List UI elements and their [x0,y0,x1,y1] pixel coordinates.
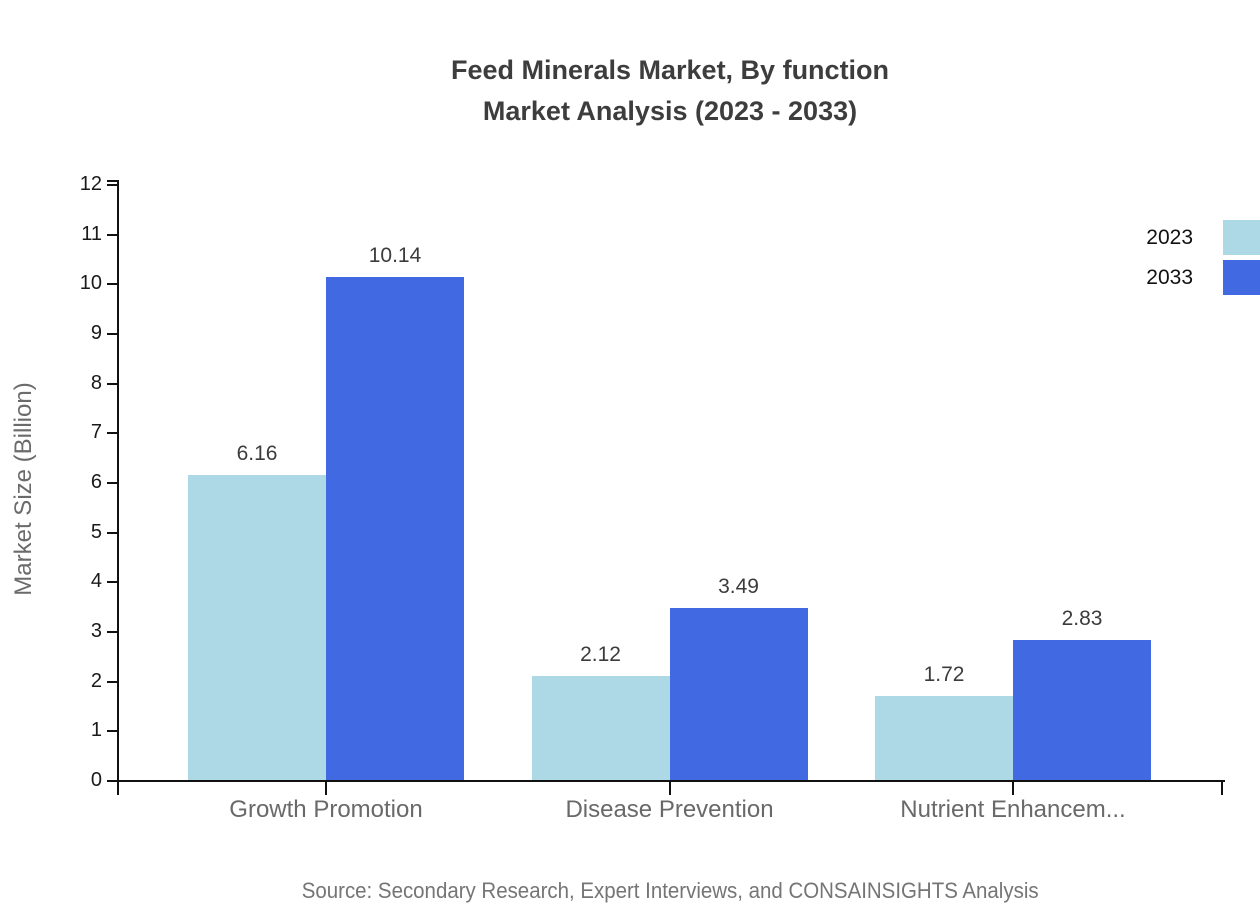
x-category-label-2: Nutrient Enhancem... [900,796,1126,823]
y-tick-3 [107,631,117,633]
y-tick-label-5: 5 [90,520,102,543]
y-tick-12 [107,184,117,186]
legend-item-2023: 2023 [1146,220,1260,255]
y-tick-11 [107,233,117,236]
value-label-2023-0: 6.16 [236,442,278,466]
y-tick-label-12: 12 [79,173,102,195]
x-tick-4 [1221,781,1223,795]
value-label-2023-1: 2.12 [580,642,621,666]
x-tick-1 [325,781,327,795]
y-tick-7 [107,432,117,435]
y-tick-5 [107,531,117,534]
legend-label-2023: 2023 [1146,225,1193,249]
x-tick-2 [668,781,671,795]
legend-item-2033: 2033 [1146,260,1260,295]
x-tick-3 [1012,781,1014,795]
legend-label-2033: 2033 [1146,265,1193,289]
y-tick-label-10: 10 [79,272,102,295]
y-axis-end-cap [107,180,117,182]
legend-swatch-2033 [1223,260,1260,295]
y-tick-label-8: 8 [90,371,102,394]
y-tick-label-9: 9 [90,322,102,344]
x-category-label-1: Disease Prevention [565,796,774,823]
chart-title-line2: Market Analysis (2023 - 2033) [482,96,858,126]
bar-2023-0 [188,475,326,781]
y-tick-9 [107,333,117,335]
y-tick-label-0: 0 [90,769,102,791]
y-tick-label-3: 3 [90,620,102,642]
y-tick-8 [107,382,117,385]
legend-swatch-2023 [1223,220,1260,255]
y-tick-2 [107,680,117,683]
x-axis-line [117,780,1225,782]
y-tick-label-1: 1 [90,719,102,742]
y-axis-line [117,180,119,783]
value-label-2033-1: 3.49 [718,574,759,598]
source-note: Source: Secondary Research, Expert Inter… [118,878,1222,904]
y-axis-title: Market Size (Billion) [10,382,37,596]
value-label-2023-2: 1.72 [923,662,965,686]
y-tick-label-4: 4 [90,570,102,593]
y-tick-1 [107,730,117,733]
y-tick-6 [107,482,117,484]
bar-2023-1 [531,675,670,781]
y-tick-label-7: 7 [90,421,102,444]
y-tick-0 [107,780,117,782]
bar-2023-2 [875,695,1013,781]
y-tick-4 [107,581,117,584]
value-label-2033-2: 2.83 [1061,607,1103,631]
bar-2033-1 [669,607,808,781]
y-tick-label-6: 6 [90,471,102,493]
x-tick-0 [117,781,119,795]
chart-title: Feed Minerals Market, By function Market… [118,50,1222,132]
x-category-label-0: Growth Promotion [229,796,423,823]
bar-2033-2 [1013,640,1151,781]
bar-2033-0 [326,277,464,781]
chart-title-line1: Feed Minerals Market, By function [450,55,890,85]
source-note-text: Source: Secondary Research, Expert Inter… [301,878,1039,903]
y-tick-label-2: 2 [90,669,102,692]
y-tick-label-11: 11 [81,222,102,245]
y-tick-10 [107,283,117,286]
value-label-2033-0: 10.14 [368,244,422,268]
legend: 2023 2033 [1146,220,1260,295]
